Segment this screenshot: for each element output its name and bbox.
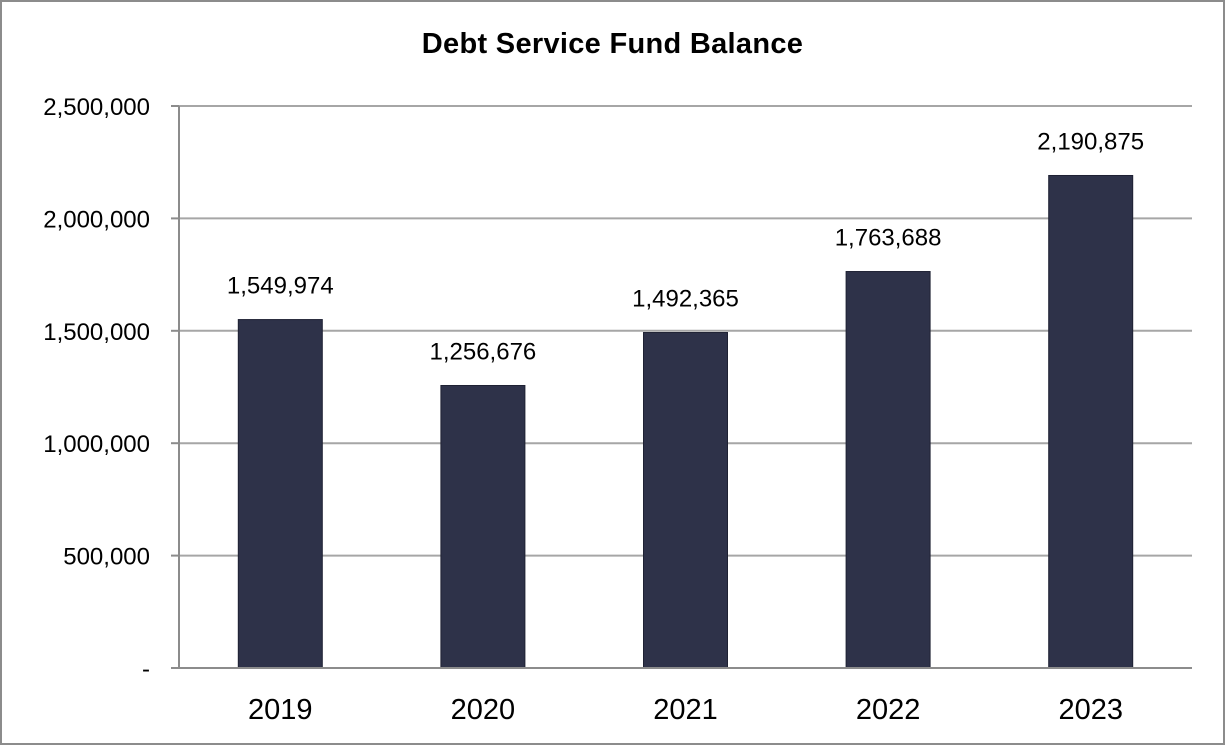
x-tick-label: 2021 [653, 694, 718, 726]
bar [643, 332, 728, 669]
x-tick-label: 2023 [1058, 694, 1123, 726]
data-label: 1,492,365 [632, 286, 739, 313]
x-tick-label: 2020 [451, 694, 516, 726]
data-label: 1,256,676 [430, 338, 537, 365]
bar [440, 384, 526, 669]
y-tick-label: 1,000,000 [43, 431, 150, 458]
labels: - 500,000 1,000,000 1,500,000 2,000,000 2,500… [43, 94, 1144, 726]
bars [237, 174, 1134, 669]
y-tick-label: 2,000,000 [43, 206, 150, 233]
x-tick-label: 2022 [856, 694, 921, 726]
y-tick-label: 2,500,000 [43, 94, 150, 121]
bar [237, 319, 323, 669]
axes [171, 105, 1192, 669]
y-tick-label: 500,000 [63, 544, 150, 571]
bar [845, 271, 931, 669]
data-label: 1,763,688 [835, 225, 942, 252]
data-label: 2,190,875 [1037, 128, 1144, 155]
data-label: 1,549,974 [227, 273, 334, 300]
y-tick-label: - [142, 656, 150, 683]
bar [1048, 174, 1134, 669]
chart-title: Debt Service Fund Balance [421, 28, 804, 60]
x-tick-label: 2019 [248, 694, 313, 726]
y-tick-label: 1,500,000 [43, 319, 150, 346]
